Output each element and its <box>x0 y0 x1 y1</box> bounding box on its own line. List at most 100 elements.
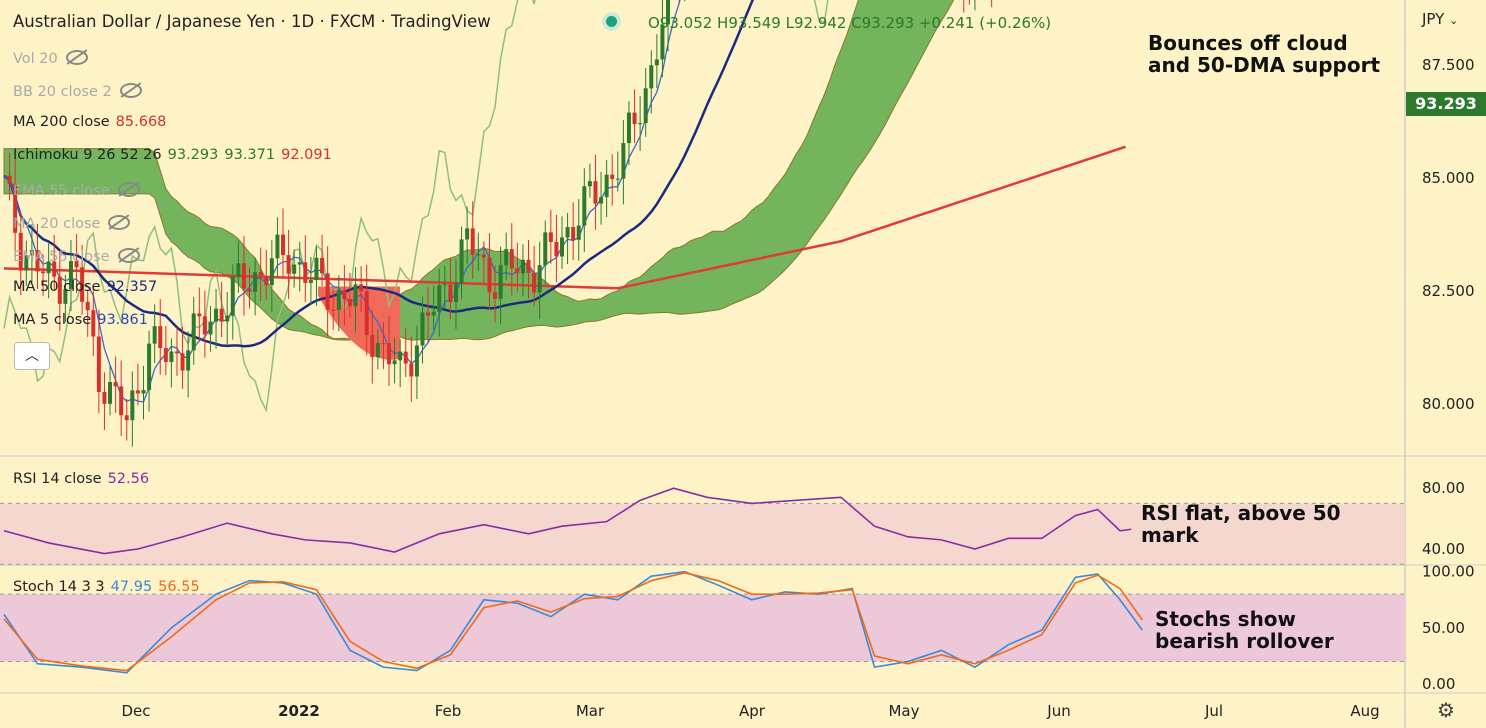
candle-body <box>35 250 40 272</box>
legend-ma50[interactable]: MA 50 close 92.357 <box>13 279 157 295</box>
candle-body <box>347 299 352 307</box>
legend-ma50-value: 92.357 <box>106 279 158 295</box>
candle-body <box>80 267 85 302</box>
candle-body <box>68 261 73 289</box>
candle-body <box>543 232 548 266</box>
candle-body <box>124 415 129 421</box>
hidden-eye-icon[interactable] <box>117 248 140 263</box>
legend-ma20-label: MA 20 close <box>13 216 101 232</box>
candle-body <box>314 257 319 281</box>
candle-body <box>353 284 358 307</box>
candle-body <box>359 284 364 292</box>
candle-body <box>230 276 235 316</box>
settings-gear-icon[interactable]: ⚙ <box>1437 698 1455 722</box>
legend-ma200-value: 85.668 <box>115 114 167 130</box>
candle-body <box>286 255 291 274</box>
candle-body <box>387 343 392 365</box>
candle-body <box>197 313 202 317</box>
hidden-eye-icon[interactable] <box>119 83 142 98</box>
candle-body <box>186 350 191 371</box>
time-tick-label: Aug <box>1350 702 1379 720</box>
candle-body <box>615 178 620 180</box>
candle-body <box>370 335 375 358</box>
legend-ichimoku[interactable]: Ichimoku 9 26 52 26 93.293 93.371 92.091 <box>13 147 332 163</box>
candle-body <box>320 257 325 274</box>
candle-body <box>465 228 470 240</box>
price-tick-label: 80.000 <box>1422 395 1475 413</box>
candle-body <box>7 175 12 184</box>
candle-body <box>643 88 648 124</box>
legend-ma5-label: MA 5 close <box>13 312 92 328</box>
hidden-eye-icon[interactable] <box>108 215 131 230</box>
candle-body <box>236 263 241 277</box>
legend-stoch-k: 47.95 <box>110 579 153 595</box>
candle-body <box>593 181 598 204</box>
currency-selector[interactable]: JPY ⌄ <box>1422 10 1458 28</box>
legend-ma5[interactable]: MA 5 close 93.861 <box>13 312 148 328</box>
candle-body <box>41 271 46 274</box>
candle-body <box>448 284 453 303</box>
rsi-band <box>0 503 1405 565</box>
candle-body <box>247 288 252 292</box>
candle-body <box>202 316 207 335</box>
legend-rsi[interactable]: RSI 14 close 52.56 <box>13 471 149 487</box>
candle-body <box>487 257 492 293</box>
ma5-line <box>3 0 681 403</box>
candle-body <box>281 234 285 256</box>
candle-body <box>331 309 336 311</box>
candle-body <box>158 326 163 348</box>
candle-body <box>498 265 503 299</box>
candle-body <box>91 310 96 337</box>
collapse-legend-button[interactable]: ︿ <box>14 342 50 370</box>
time-tick-label: Jun <box>1046 702 1070 720</box>
candle-body <box>565 227 570 238</box>
candle-body <box>147 343 152 391</box>
currency-label: JPY <box>1422 10 1445 28</box>
hidden-eye-icon[interactable] <box>117 182 140 197</box>
stoch-band <box>0 594 1405 662</box>
legend-ema55b[interactable]: EMA 55 close <box>13 246 140 265</box>
candle-body <box>135 390 140 394</box>
candle-body <box>163 347 168 363</box>
candle-body <box>654 59 659 66</box>
time-tick-label: Dec <box>121 702 150 720</box>
annotation-price: Bounces off cloud and 50-DMA support <box>1148 32 1380 76</box>
legend-stoch[interactable]: Stoch 14 3 3 47.95 56.55 <box>13 579 200 595</box>
candle-body <box>509 249 514 269</box>
candle-body <box>180 353 185 371</box>
annotation-stoch: Stochs show bearish rollover <box>1155 608 1334 652</box>
legend-bb[interactable]: BB 20 close 2 <box>13 81 142 100</box>
price-tick-label: 82.500 <box>1422 282 1475 300</box>
candle-body <box>621 143 626 179</box>
candle-body <box>626 112 631 144</box>
candle-body <box>442 284 447 286</box>
legend-ma20[interactable]: MA 20 close <box>13 213 131 232</box>
candle-body <box>241 263 246 289</box>
candle-body <box>130 390 135 421</box>
candle-body <box>666 0 671 25</box>
legend-vol[interactable]: Vol 20 <box>13 48 88 67</box>
candle-body <box>504 249 509 266</box>
candle-body <box>258 272 263 277</box>
legend-ma200[interactable]: MA 200 close 85.668 <box>13 114 166 130</box>
candle-body <box>520 259 525 274</box>
hidden-eye-icon[interactable] <box>65 50 88 65</box>
candle-body <box>303 262 308 283</box>
chevron-down-icon: ⌄ <box>1449 14 1459 27</box>
candle-body <box>308 280 313 283</box>
candle-body <box>526 259 531 273</box>
candle-body <box>414 345 419 377</box>
legend-ichimoku-v2: 93.371 <box>224 147 276 163</box>
candle-body <box>57 276 62 304</box>
legend-rsi-label: RSI 14 close <box>13 471 102 487</box>
candle-body <box>610 174 615 179</box>
candle-body <box>515 268 520 274</box>
legend-ema55a[interactable]: EMA 55 close <box>13 180 140 199</box>
candle-body <box>632 112 637 125</box>
ma200-line <box>3 145 1126 290</box>
candle-body <box>119 386 124 416</box>
candle-body <box>453 283 458 303</box>
candle-body <box>108 382 113 404</box>
